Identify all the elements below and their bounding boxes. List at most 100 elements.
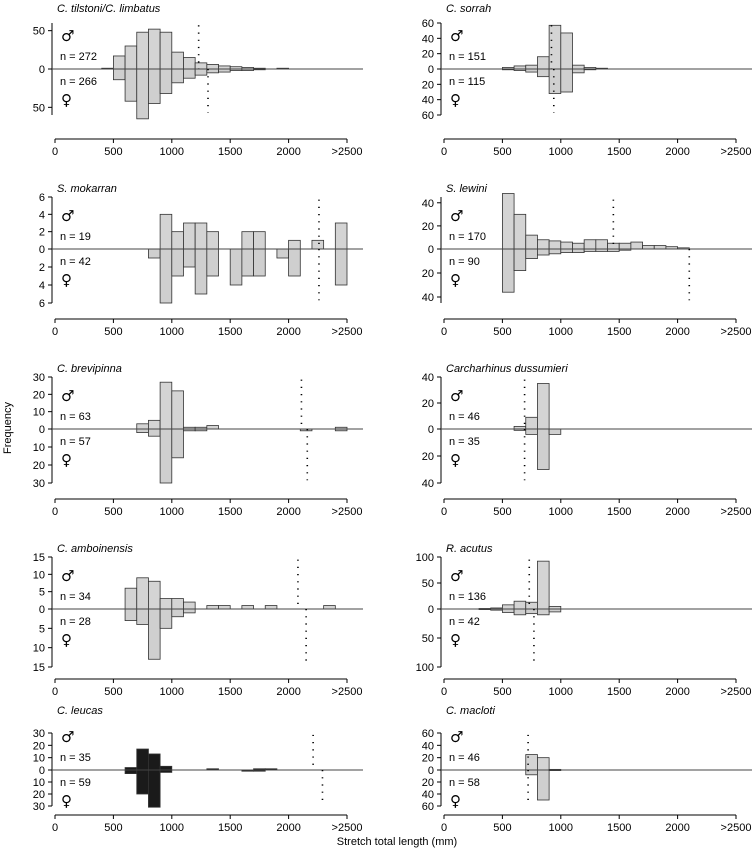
x-tick-label: 1000 [160, 822, 184, 834]
female-symbol-icon: ♀ [61, 792, 72, 810]
bar-female [124, 769, 138, 774]
y-tick-label: 20 [33, 460, 45, 472]
y-tick-label: 2 [39, 227, 45, 239]
x-tick-label: 1000 [160, 506, 184, 518]
x-tick-label: 0 [441, 326, 447, 338]
y-tick-label: 20 [422, 451, 434, 463]
bar-male [501, 604, 515, 610]
bar-male [159, 31, 173, 70]
bar-male [537, 560, 550, 610]
bar-male [148, 753, 161, 771]
y-tick-label: 0 [428, 64, 434, 76]
y-tick-label: 20 [422, 777, 434, 789]
x-tick-label: 500 [104, 686, 122, 698]
panel-title: S. lewini [446, 183, 488, 195]
bar-male [334, 222, 348, 250]
x-tick-label: 2000 [665, 146, 689, 158]
y-tick-label: 20 [422, 753, 434, 765]
bar-male [630, 241, 643, 250]
x-tick-label: 0 [52, 146, 58, 158]
x-tick-label: 2000 [665, 326, 689, 338]
bar-male [572, 242, 585, 250]
x-tick-label: 2000 [276, 822, 300, 834]
bar-male [183, 57, 196, 70]
y-tick-label: 40 [422, 478, 434, 490]
x-tick-label: 0 [52, 326, 58, 338]
x-tick-label: 500 [493, 686, 511, 698]
bar-male [537, 56, 550, 70]
bar-male [653, 245, 667, 250]
bar-male [607, 242, 620, 250]
y-tick-label: 0 [39, 424, 45, 436]
y-tick-label: 100 [416, 662, 434, 674]
y-tick-label: 100 [416, 552, 434, 564]
y-tick-label: 40 [422, 33, 434, 45]
bar-female [171, 68, 184, 84]
n-label-male: n = 46 [449, 411, 480, 423]
n-label-female: n = 42 [60, 256, 91, 268]
bar-male [537, 383, 550, 430]
bar-female [253, 248, 266, 277]
bar-female [560, 68, 573, 93]
bar-male [311, 239, 325, 250]
bar-male [124, 45, 138, 70]
y-tick-label: 0 [428, 244, 434, 256]
y-tick-label: 40 [422, 372, 434, 384]
n-label-male: n = 35 [60, 752, 91, 764]
y-tick-label: 20 [33, 740, 45, 752]
y-tick-label: 5 [39, 623, 45, 635]
x-tick-label: 1500 [218, 686, 242, 698]
bar-female [537, 428, 550, 470]
bar-female [537, 248, 550, 256]
x-tick-label: 1000 [549, 146, 573, 158]
y-tick-label: 20 [422, 268, 434, 280]
panel-title: C. macloti [446, 705, 495, 717]
x-tick-label: 0 [441, 146, 447, 158]
male-symbol-icon: ♂ [450, 728, 463, 746]
bar-male [159, 381, 173, 430]
n-label-female: n = 115 [449, 76, 485, 88]
n-label-male: n = 151 [449, 51, 486, 63]
x-tick-label: >2500 [721, 822, 752, 834]
male-symbol-icon: ♂ [61, 728, 74, 746]
female-symbol-icon: ♀ [61, 91, 72, 109]
bar-female [276, 248, 290, 259]
bar-male [136, 577, 149, 610]
bar-male [642, 245, 655, 250]
bar-male [560, 241, 573, 250]
y-tick-label: 4 [39, 209, 45, 221]
bar-male [537, 239, 550, 250]
female-symbol-icon: ♀ [450, 91, 461, 109]
bar-female [148, 608, 161, 660]
y-tick-label: 60 [422, 18, 434, 30]
x-tick-label: 1000 [549, 822, 573, 834]
y-tick-label: 6 [39, 298, 45, 310]
bar-female [537, 68, 550, 78]
x-tick-label: 1500 [607, 146, 631, 158]
bar-male [525, 234, 538, 250]
y-tick-label: 20 [422, 49, 434, 61]
bar-female [548, 428, 562, 435]
bar-female [171, 428, 184, 459]
male-symbol-icon: ♂ [450, 27, 463, 45]
x-tick-label: 0 [52, 506, 58, 518]
x-tick-label: 500 [493, 822, 511, 834]
x-tick-label: 1500 [218, 146, 242, 158]
y-tick-label: 0 [39, 64, 45, 76]
y-tick-label: 5 [39, 587, 45, 599]
bar-male [525, 601, 538, 610]
bar-male [148, 28, 161, 70]
bar-female [501, 248, 515, 293]
x-tick-label: 500 [104, 146, 122, 158]
x-tick-label: 2000 [276, 506, 300, 518]
x-tick-label: >2500 [721, 326, 752, 338]
bar-female [136, 608, 149, 625]
bar-male [171, 390, 184, 430]
male-symbol-icon: ♂ [450, 387, 463, 405]
y-tick-label: 50 [33, 102, 45, 114]
bar-male [264, 605, 278, 610]
x-tick-label: 500 [493, 146, 511, 158]
y-tick-label: 15 [33, 662, 45, 674]
